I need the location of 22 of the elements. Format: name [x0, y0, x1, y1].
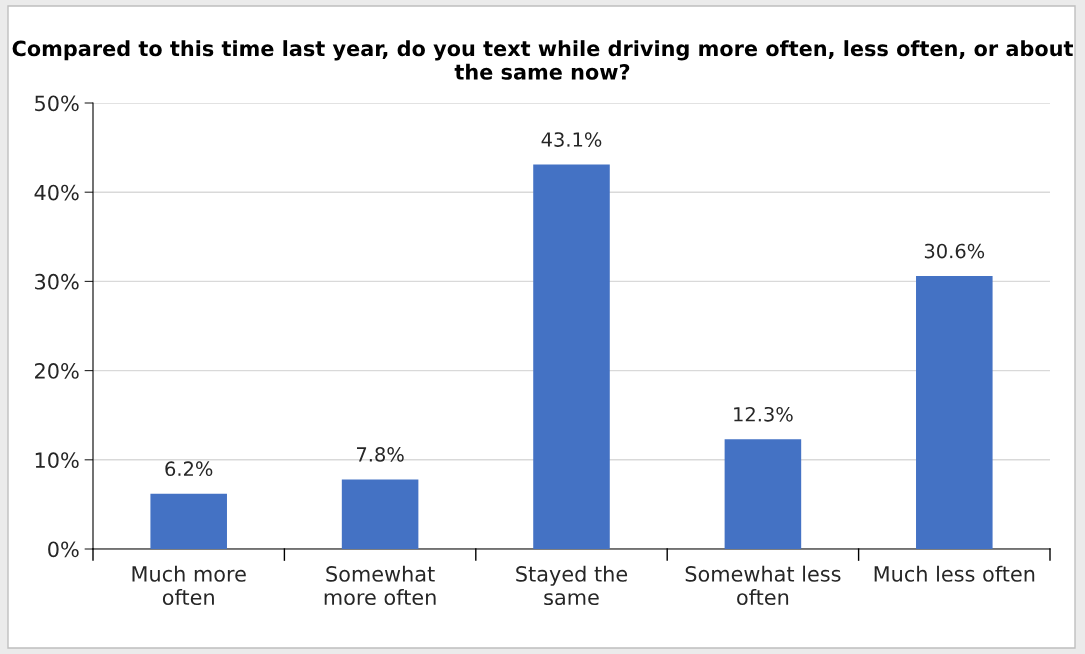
x-tick-label: Much less often [874, 565, 1035, 582]
bar [341, 479, 419, 549]
data-label: 43.1% [541, 132, 602, 147]
y-tick-label: 30% [35, 273, 79, 290]
bar [724, 439, 802, 549]
bar [916, 276, 993, 549]
y-tick-label: 20% [35, 363, 79, 379]
data-label: 7.8% [357, 447, 404, 462]
data-label: 6.2% [165, 461, 213, 477]
y-tick-label: 40% [34, 184, 79, 201]
x-tick-label: Stayed the same [516, 565, 628, 606]
x-tick-label: Much more often [132, 565, 246, 606]
y-tick-label: 50% [35, 95, 79, 112]
chart-title: Compared to this time last year, do you text while driving more often, less often, or about the same now? [12, 40, 1073, 80]
data-label: 30.6% [924, 243, 985, 259]
data-label: 12.3% [734, 406, 793, 422]
x-tick-label: Somewhat more often [324, 565, 436, 606]
y-tick-label: 0% [48, 541, 79, 558]
x-tick-label: Somewhat less often [685, 565, 841, 606]
bar [150, 493, 227, 549]
bar [533, 164, 610, 549]
y-tick-label: 10% [35, 452, 79, 469]
